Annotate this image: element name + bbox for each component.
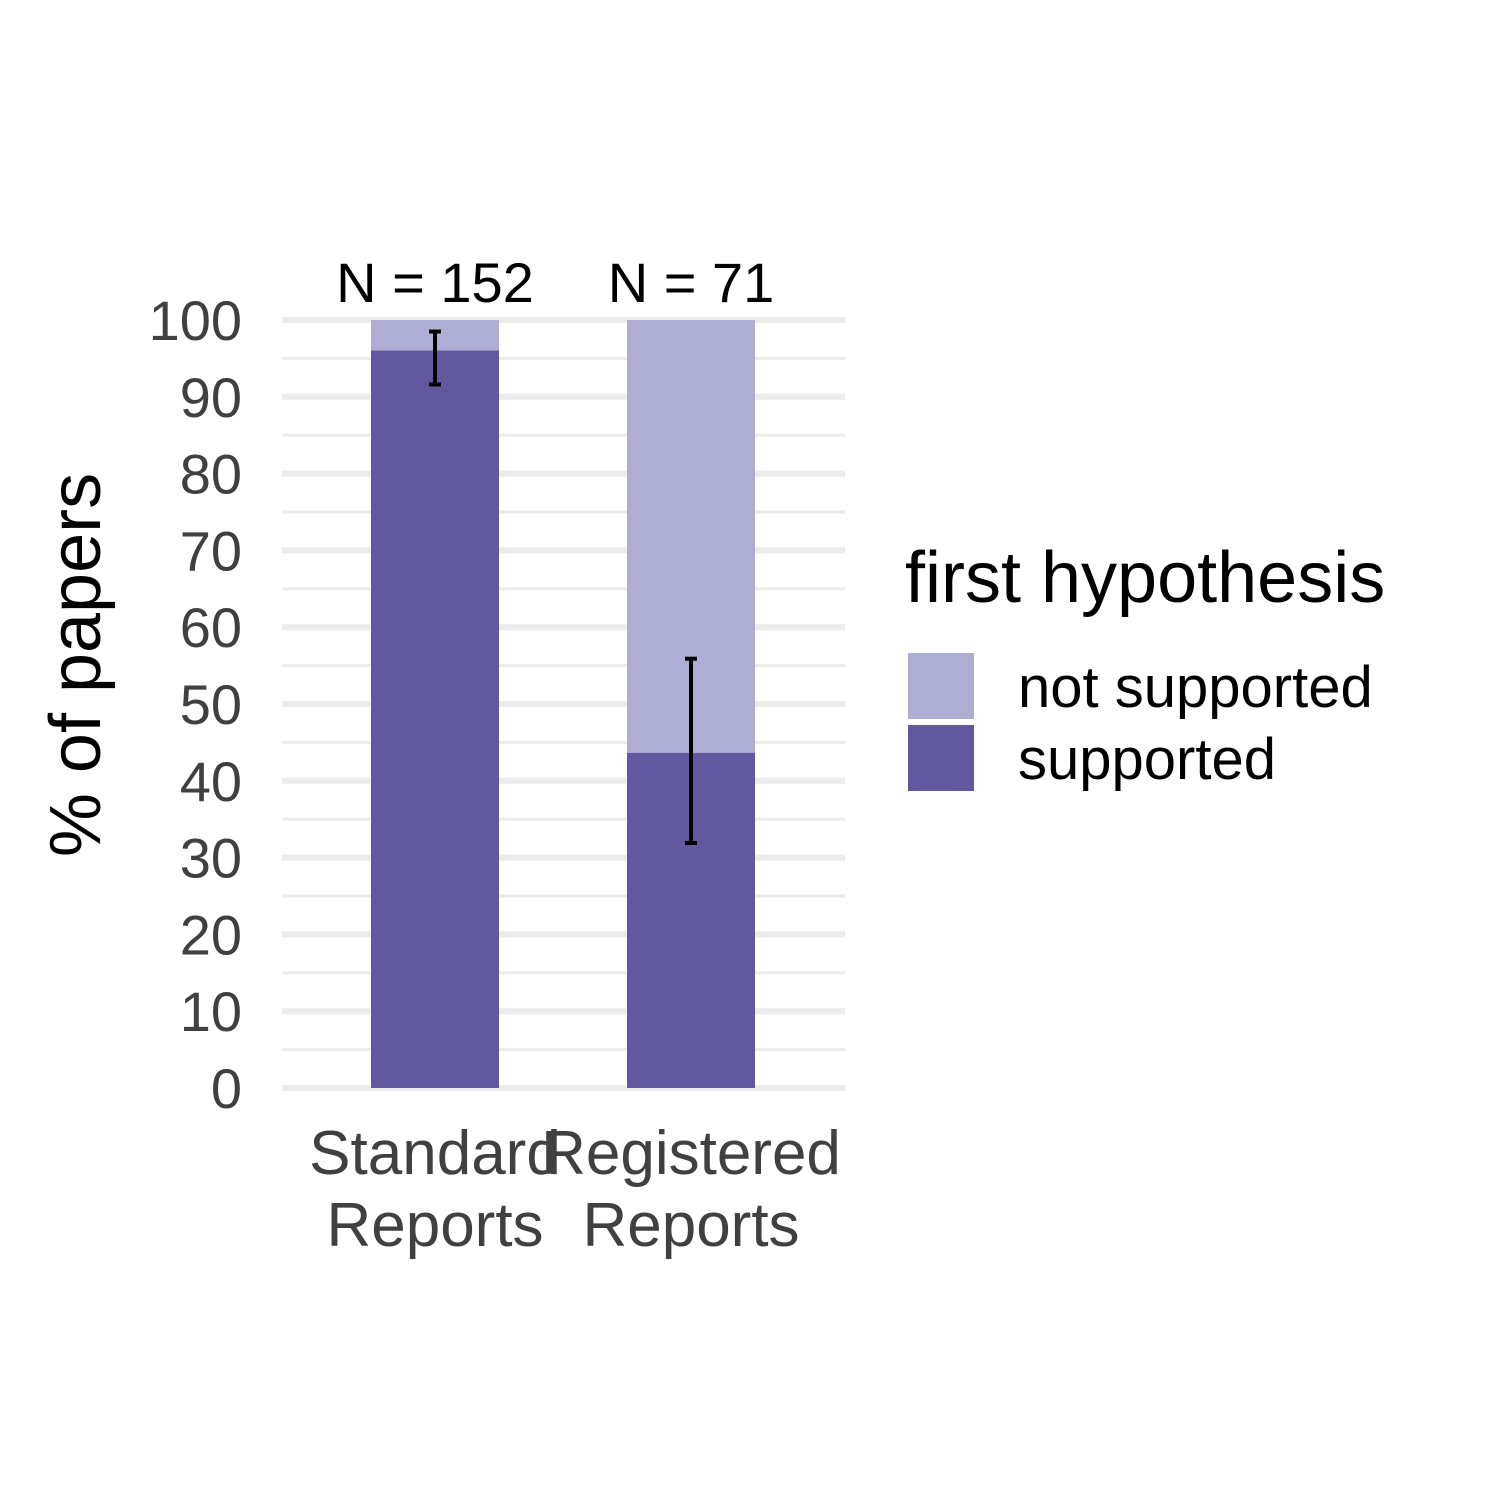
y-tick-label: 0: [211, 1057, 242, 1120]
n-label-0: N = 152: [336, 251, 534, 314]
y-tick-label: 90: [180, 366, 242, 429]
y-tick-label: 10: [180, 980, 242, 1043]
y-tick-label: 20: [180, 903, 242, 966]
bars: [371, 320, 755, 1088]
error-bar-0: [429, 329, 441, 387]
legend-title: first hypothesis: [905, 538, 1385, 618]
legend-key-supported: [908, 725, 974, 791]
y-axis-title: % of papers: [36, 473, 116, 857]
legend-label-supported: supported: [1018, 727, 1276, 792]
x-category-label: Standard: [309, 1119, 561, 1188]
n-label-1: N = 71: [608, 251, 775, 314]
y-tick-label: 100: [149, 289, 242, 352]
n-labels: N = 152 N = 71: [336, 251, 774, 314]
legend: first hypothesis not supported supported: [905, 538, 1385, 792]
error-bars: [429, 329, 697, 846]
x-category-label: Registered: [541, 1119, 841, 1188]
legend-label-not-supported: not supported: [1018, 655, 1373, 720]
y-tick-label: 70: [180, 519, 242, 582]
x-category-label: Reports: [326, 1191, 543, 1260]
y-tick-label: 40: [180, 750, 242, 813]
bar-supported-0: [371, 350, 499, 1088]
gridlines: [282, 317, 845, 1091]
legend-key-not-supported: [908, 653, 974, 719]
x-category-label: Reports: [582, 1191, 799, 1260]
y-tick-label: 50: [180, 673, 242, 736]
y-tick-labels: 0 10 20 30 40 50 60 70 80 90 100: [149, 289, 242, 1120]
y-tick-label: 30: [180, 827, 242, 890]
y-tick-label: 60: [180, 596, 242, 659]
error-bar-1: [685, 656, 697, 846]
y-tick-label: 80: [180, 443, 242, 506]
